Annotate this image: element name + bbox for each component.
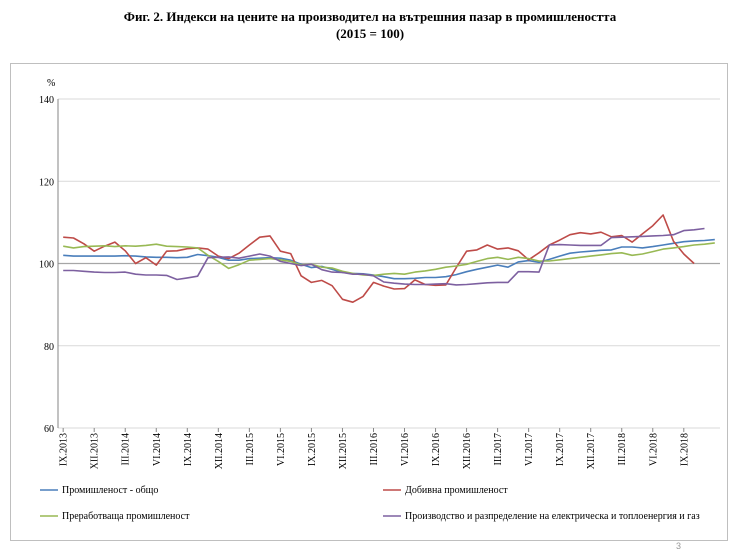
series-lines: [63, 214, 715, 304]
x-tick-label: VI.2014: [152, 433, 163, 466]
legend-label-2: Добивна промишленост: [405, 485, 508, 496]
x-tick-label: VI.2017: [524, 433, 535, 466]
x-tick-label: VI.2015: [276, 433, 287, 466]
x-tick-label: VI.2016: [400, 433, 411, 466]
x-tick-label: IX.2018: [679, 433, 690, 466]
y-tick-label: 100: [39, 260, 54, 271]
y-tick-label: 80: [44, 342, 54, 353]
x-tick-label: IX.2013: [59, 433, 70, 466]
series-line-3: [63, 242, 715, 277]
series-line-2: [63, 214, 695, 304]
series-line-1: [63, 238, 715, 280]
x-tick-label: III.2018: [617, 433, 628, 466]
x-tick-label: XII.2016: [462, 433, 473, 469]
y-tick-label: 140: [39, 95, 54, 106]
chart-title: Фиг. 2. Индекси на цените на производите…: [0, 8, 740, 42]
x-tick-label: XII.2013: [90, 433, 101, 469]
x-tick-label: IX.2016: [431, 433, 442, 466]
x-tick-label: VI.2018: [648, 433, 659, 466]
y-axis-label: %: [47, 78, 55, 89]
x-tick-label: III.2017: [493, 433, 504, 466]
gridlines: [58, 98, 720, 429]
x-axis-ticks: IX.2013 XII.2013 III.2014 VI.2014 IX.2014 XII…: [59, 428, 690, 469]
y-tick-label: 60: [44, 424, 54, 435]
y-tick-label: 120: [39, 177, 54, 188]
x-tick-label: XII.2017: [586, 433, 597, 469]
chart-frame: [10, 63, 728, 541]
legend: Промишленост - общо Добивна промишленост П…: [40, 485, 700, 522]
chart-title-line1: Фиг. 2. Индекси на цените на производите…: [123, 9, 617, 24]
x-tick-label: IX.2017: [555, 433, 566, 466]
series-line-4: [63, 227, 705, 286]
chart-title-line2: (2015 = 100): [335, 26, 405, 41]
legend-label-1: Промишленост - общо: [62, 485, 158, 496]
x-tick-label: XII.2015: [338, 433, 349, 469]
x-tick-label: IX.2015: [307, 433, 318, 466]
legend-label-3: Преработваща промишленост: [62, 511, 190, 522]
y-axis-ticks: 60 80 100 120 140: [39, 95, 54, 435]
x-tick-label: III.2015: [245, 433, 256, 466]
x-tick-label: III.2014: [121, 433, 132, 466]
x-tick-label: XII.2014: [214, 433, 225, 469]
x-tick-label: IX.2014: [183, 433, 194, 466]
legend-label-4: Производство и разпределение на електрич…: [405, 511, 700, 522]
x-tick-label: III.2016: [369, 433, 380, 466]
page-number: 3: [676, 541, 682, 551]
